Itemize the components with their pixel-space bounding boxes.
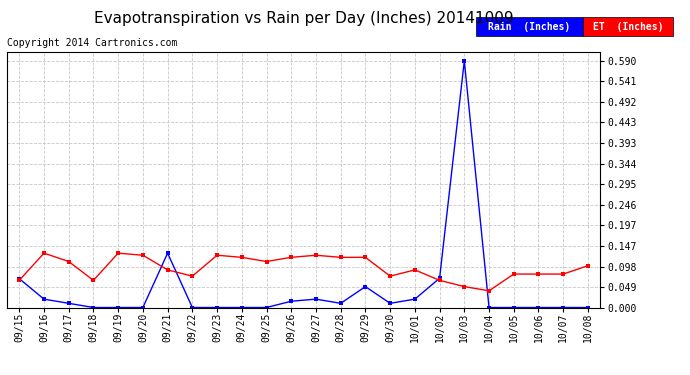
Text: Copyright 2014 Cartronics.com: Copyright 2014 Cartronics.com (7, 38, 177, 48)
Text: Evapotranspiration vs Rain per Day (Inches) 20141009: Evapotranspiration vs Rain per Day (Inch… (94, 11, 513, 26)
Text: ET  (Inches): ET (Inches) (593, 22, 663, 32)
Text: Rain  (Inches): Rain (Inches) (489, 22, 571, 32)
